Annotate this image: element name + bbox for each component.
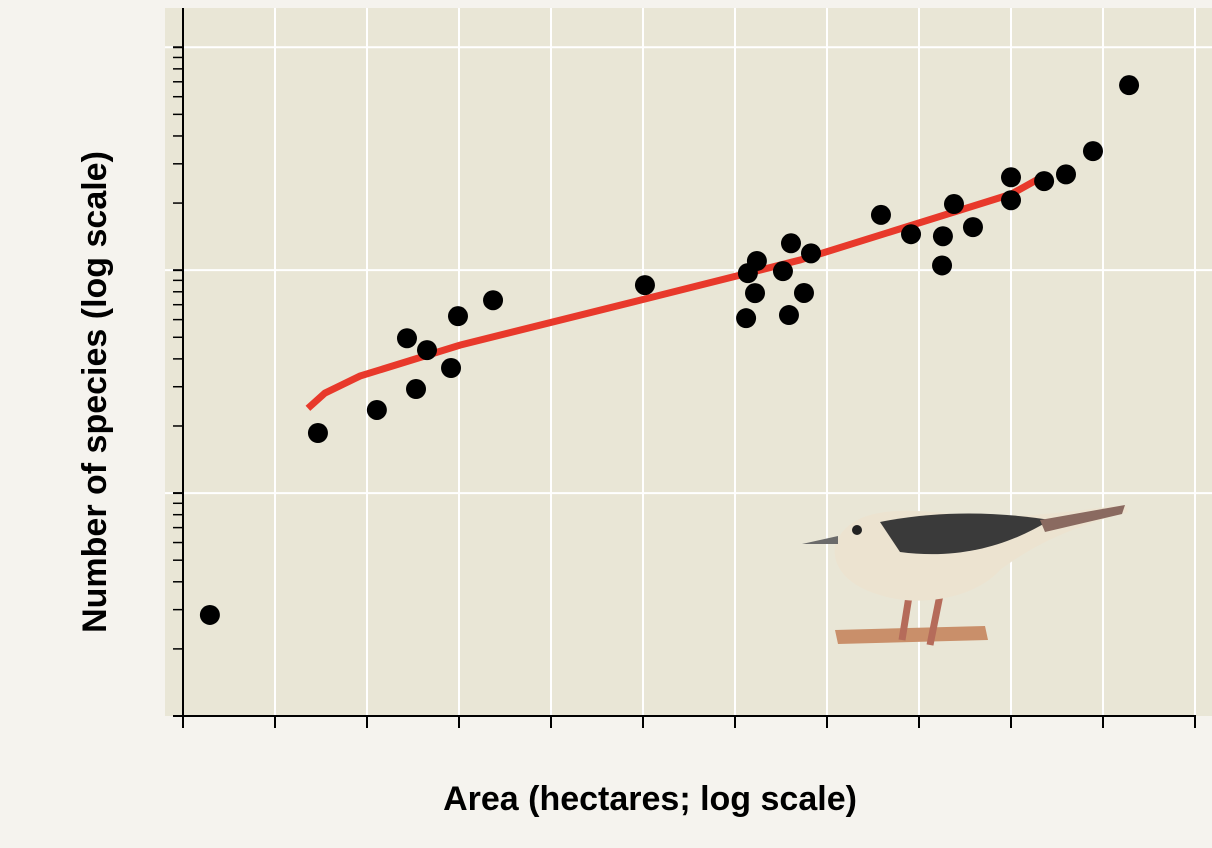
data-point [1034,171,1055,192]
data-point [366,399,387,420]
data-point [746,250,767,271]
data-point [780,233,801,254]
data-point [1055,164,1076,185]
data-point [962,217,983,238]
data-point [634,275,655,296]
data-point [870,204,891,225]
data-point [778,305,799,326]
data-point [483,290,504,311]
data-point [417,340,438,361]
data-point [1001,190,1021,211]
y-axis-title: Number of species (log scale) [76,151,114,633]
plot-background [165,8,1212,716]
data-point [1119,75,1140,96]
data-point [736,308,757,329]
data-point [932,226,953,247]
bird-illustration [802,505,1128,646]
fit-line [305,174,1042,411]
data-point [932,255,953,276]
data-point [406,379,427,400]
fit-layer [305,174,1042,411]
data-point [745,283,766,304]
points-layer [199,75,1140,625]
data-point [943,194,964,215]
data-point [793,282,814,303]
data-point [772,261,793,282]
data-point [441,358,462,379]
data-point [447,306,468,327]
data-point [800,243,821,264]
data-point [307,423,328,444]
data-point [901,224,922,245]
data-point [1082,141,1103,162]
data-point [396,328,417,349]
data-point [199,604,220,625]
data-point [1001,167,1021,188]
x-axis-title: Area (hectares; log scale) [443,780,857,818]
